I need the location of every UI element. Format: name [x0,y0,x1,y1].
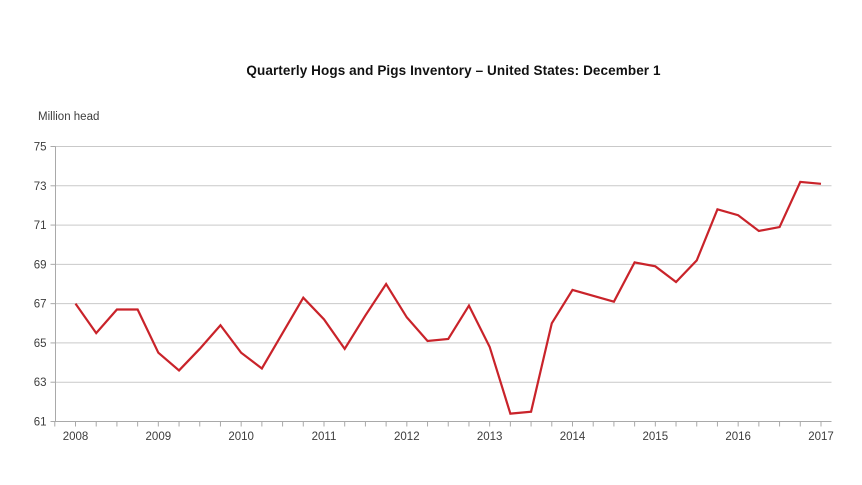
x-tick-label: 2015 [643,431,669,443]
y-tick-label: 69 [34,259,47,271]
x-tick-label: 2012 [394,431,420,443]
x-tick-label: 2016 [725,431,751,443]
y-tick-label: 71 [34,220,47,232]
x-tick-label: 2009 [146,431,172,443]
y-tick-label: 67 [34,299,47,311]
x-tick-label: 2011 [312,431,337,443]
data-line-series [74,180,822,415]
y-axis-unit-label: Million head [38,111,100,123]
x-tick-label: 2010 [228,431,254,443]
x-tick-label: 2017 [808,431,834,443]
x-tick-label: 2013 [477,431,503,443]
y-tick-label: 65 [34,338,47,350]
x-tick-label: 2008 [63,431,89,443]
y-tick-label: 75 [34,141,47,153]
y-tick-label: 73 [34,181,47,193]
y-tick-label: 63 [34,377,47,389]
y-tick-label: 61 [34,417,47,429]
x-tick-label: 2014 [560,431,586,443]
chart-title: Quarterly Hogs and Pigs Inventory – Unit… [246,63,661,78]
